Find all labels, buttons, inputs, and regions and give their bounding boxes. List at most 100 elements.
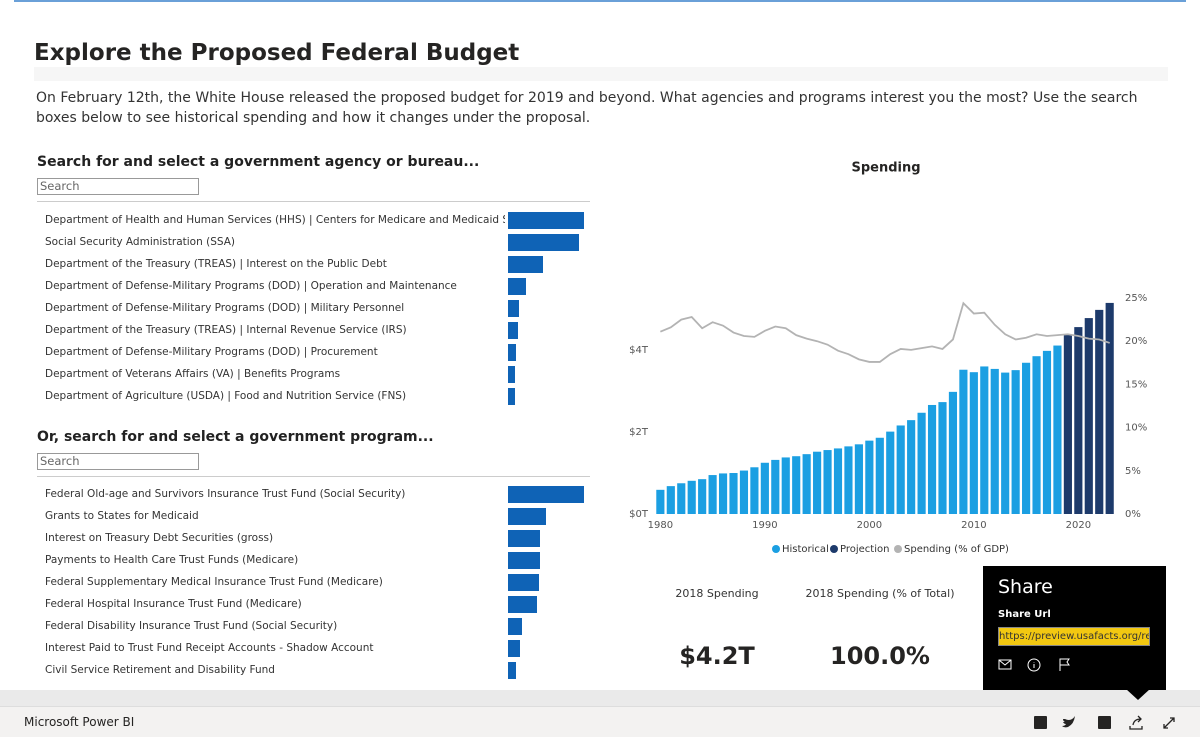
list-item[interactable]: Social Security Administration (SSA)	[45, 236, 235, 248]
list-bar	[508, 508, 546, 525]
list-bar	[508, 596, 537, 613]
bar	[792, 456, 801, 514]
bar	[666, 486, 675, 514]
share-url[interactable]: https://preview.usafacts.org/repor	[998, 627, 1150, 646]
divider	[37, 201, 590, 202]
bar	[687, 480, 696, 514]
list-item[interactable]: Federal Hospital Insurance Trust Fund (M…	[45, 598, 302, 610]
list-bar	[508, 256, 543, 273]
list-bar	[508, 300, 519, 317]
y2-tick-label: 0%	[1125, 509, 1141, 520]
y2-tick-label: 5%	[1125, 466, 1141, 477]
list-bar	[508, 618, 523, 635]
bar	[907, 420, 916, 514]
agency-search[interactable]: Search	[37, 178, 199, 195]
card-value: $4.2T	[679, 642, 755, 670]
legend-label: Historical	[782, 544, 829, 555]
list-item[interactable]: Department of Defense-Military Programs …	[45, 280, 457, 292]
bar	[917, 412, 926, 514]
list-item[interactable]: Federal Supplementary Medical Insurance …	[45, 576, 383, 588]
info-icon[interactable]	[1027, 658, 1041, 672]
bar	[1042, 350, 1052, 514]
list-item[interactable]: Department of Agriculture (USDA) | Food …	[45, 390, 407, 402]
facebook-icon[interactable]	[1098, 716, 1111, 729]
bar	[656, 489, 665, 514]
y2-tick-label: 20%	[1125, 336, 1147, 347]
footer-bar	[0, 706, 1200, 737]
share-icon[interactable]	[1129, 715, 1143, 730]
bar	[1105, 302, 1114, 514]
list-item[interactable]: Civil Service Retirement and Disability …	[45, 664, 275, 676]
bar	[1001, 372, 1010, 514]
divider	[37, 476, 590, 477]
bar	[823, 450, 832, 514]
list-item[interactable]: Federal Old-age and Survivors Insurance …	[45, 488, 406, 500]
title-background	[34, 67, 1168, 81]
list-item[interactable]: Department of Defense-Military Programs …	[45, 346, 378, 358]
bar	[813, 451, 822, 514]
bar	[802, 454, 811, 514]
flag-icon[interactable]	[1059, 658, 1070, 671]
x-tick-label: 1990	[752, 520, 777, 531]
list-bar	[508, 344, 516, 361]
list-bar	[508, 530, 541, 547]
bar	[698, 479, 707, 514]
bar	[729, 473, 738, 514]
program-title: Or, search for and select a government p…	[37, 429, 434, 445]
legend-label: Spending (% of GDP)	[904, 544, 1009, 555]
share-url-label: Share Url	[998, 609, 1051, 620]
list-item[interactable]: Department of Health and Human Services …	[45, 214, 505, 226]
bar	[875, 437, 884, 514]
y2-tick-label: 15%	[1125, 379, 1147, 390]
list-bar	[508, 278, 527, 295]
list-bar	[508, 486, 584, 503]
legend-swatch	[830, 545, 838, 553]
bar	[854, 444, 863, 514]
x-tick-label: 2020	[1066, 520, 1091, 531]
bar	[760, 462, 769, 514]
bar	[980, 366, 989, 514]
bar	[896, 425, 905, 514]
bar	[750, 467, 759, 514]
twitter-icon[interactable]	[1062, 716, 1075, 728]
bar	[708, 475, 717, 514]
list-item[interactable]: Payments to Health Care Trust Funds (Med…	[45, 554, 299, 566]
list-item[interactable]: Interest Paid to Trust Fund Receipt Acco…	[45, 642, 374, 654]
bar	[938, 402, 947, 514]
y-tick-label: $0T	[629, 509, 649, 520]
bar	[865, 440, 874, 514]
list-item[interactable]: Department of the Treasury (TREAS) | Int…	[45, 324, 407, 336]
share-actions	[998, 658, 1070, 672]
bar	[781, 457, 790, 514]
list-item[interactable]: Federal Disability Insurance Trust Fund …	[45, 620, 338, 632]
list-bar	[508, 662, 517, 679]
list-bar	[508, 212, 584, 229]
list-item[interactable]: Grants to States for Medicaid	[45, 510, 199, 522]
program-search[interactable]: Search	[37, 453, 199, 470]
list-bar	[508, 366, 516, 383]
fullscreen-icon[interactable]	[1163, 717, 1175, 729]
bar	[739, 470, 749, 514]
list-item[interactable]: Department of Veterans Affairs (VA) | Be…	[45, 368, 341, 380]
x-tick-label: 2000	[857, 520, 882, 531]
list-item[interactable]: Department of Defense-Military Programs …	[45, 302, 405, 314]
share-title: Share	[998, 576, 1053, 598]
x-tick-label: 1980	[648, 520, 673, 531]
list-item[interactable]: Interest on Treasury Debt Securities (gr…	[45, 532, 274, 544]
list-bar	[508, 574, 540, 591]
bar	[1063, 334, 1072, 514]
bar	[969, 372, 978, 514]
bar	[959, 369, 968, 514]
bar	[771, 459, 780, 514]
agency-title: Search for and select a government agenc…	[37, 154, 480, 170]
list-item[interactable]: Department of the Treasury (TREAS) | Int…	[45, 258, 387, 270]
linkedin-icon[interactable]	[1034, 716, 1047, 729]
card-value: 100.0%	[830, 642, 930, 670]
card-label: 2018 Spending (% of Total)	[805, 587, 955, 600]
list-bar	[508, 388, 516, 405]
bar	[1053, 345, 1062, 514]
list-bar	[508, 552, 541, 569]
email-icon[interactable]	[998, 659, 1012, 670]
spending-chart: Spending $0T $2T $4T 0% 5% 10% 15% 20% 25% 1980 19…	[629, 161, 1147, 556]
